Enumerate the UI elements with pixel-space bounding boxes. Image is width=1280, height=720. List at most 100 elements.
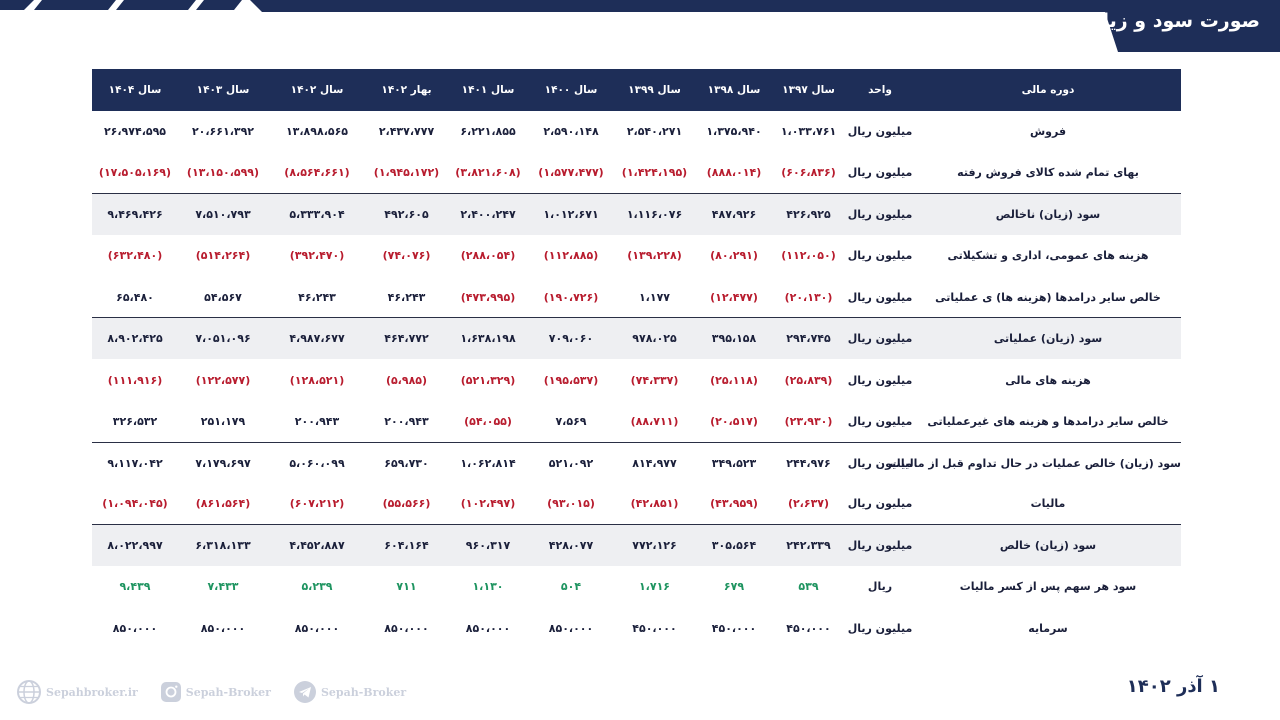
- table-cell: ۳۲۶،۵۳۲: [112, 414, 158, 428]
- table-cell: (۱۹۰،۷۲۶): [543, 290, 599, 304]
- table-cell: ۶،۳۱۸،۱۳۳: [178, 524, 268, 567]
- column-header-year: سال ۱۳۹۹: [628, 84, 681, 96]
- table-cell: (۱۱۱،۹۱۶): [107, 373, 163, 387]
- table-cell: (۱۲۲،۵۷۷): [195, 373, 251, 387]
- row-label: سود (زیان) ناخالص: [915, 193, 1181, 236]
- table-cell: ۸،۹۰۲،۴۲۵: [92, 317, 178, 360]
- table-cell: ۱،۱۳۰: [472, 580, 504, 594]
- table-cell: (۲۸۸،۰۵۴): [460, 249, 516, 263]
- table-cell: (۹۳،۰۱۵): [547, 497, 595, 511]
- table-cell: ۴۵۰،۰۰۰: [786, 621, 831, 635]
- table-row: سرمایه میلیون ریال ۴۵۰،۰۰۰ ۴۵۰،۰۰۰ ۴۵۰،۰۰۰ ۸۵…: [92, 608, 1181, 649]
- table-cell: ۵،۰۶۰،۰۹۹: [268, 441, 366, 484]
- table-cell: ۶۵۹،۷۳۰: [366, 441, 447, 484]
- table-cell: ۷،۰۵۱،۰۹۶: [178, 317, 268, 360]
- table-cell: ۷،۵۶۹: [555, 414, 587, 428]
- table-cell: ۷،۴۳۳: [207, 580, 239, 594]
- telegram-icon: [293, 681, 316, 703]
- table-row: سود هر سهم پس از کسر مالیات ریال ۵۳۹ ۶۷۹ ۱،۷…: [92, 566, 1181, 607]
- row-label: بهای تمام شده کالای فروش رفته: [957, 166, 1139, 180]
- row-unit: میلیون ریال: [847, 414, 913, 428]
- table-cell: ۱،۶۳۸،۱۹۸: [447, 317, 529, 360]
- table-cell: ۴۶،۲۴۳: [387, 290, 426, 304]
- column-header-period: دوره مالی: [1021, 84, 1075, 96]
- column-header-year: بهار ۱۴۰۲: [381, 84, 432, 96]
- row-unit: میلیون ریال: [845, 524, 915, 567]
- table-cell: ۹،۱۱۷،۰۴۲: [92, 441, 178, 484]
- table-cell: ۲۰۰،۹۴۳: [384, 414, 429, 428]
- row-label: هزینه های مالی: [1005, 373, 1091, 387]
- column-header-year: سال ۱۴۰۰: [544, 84, 598, 96]
- header-band: صورت سود و زیان: [0, 0, 1280, 52]
- table-cell: ۳۴۹،۵۲۳: [696, 441, 772, 484]
- telegram-link[interactable]: Sepah-Broker: [293, 680, 406, 704]
- table-cell: (۴۲،۸۵۱): [630, 497, 679, 511]
- instagram-link[interactable]: Sepah-Broker: [160, 681, 271, 703]
- row-unit: میلیون ریال: [847, 621, 913, 635]
- table-cell: ۲،۴۰۰،۲۴۷: [447, 193, 529, 236]
- instagram-icon: [160, 682, 181, 702]
- table-cell: ۸،۰۲۲،۹۹۷: [92, 524, 178, 567]
- table-cell: ۷۰۹،۰۶۰: [529, 317, 613, 360]
- table-cell: ۱،۷۱۶: [638, 580, 671, 594]
- table-row: خالص سایر درامدها (هزینه ها) ی عملیاتی می…: [92, 277, 1181, 318]
- table-row: هزینه های مالی میلیون ریال (۲۵،۸۳۹) (۲۵،۱۱۸…: [92, 359, 1181, 400]
- table-cell: ۲۵۱،۱۷۹: [200, 414, 246, 428]
- column-header-year: سال ۱۴۰۱: [461, 84, 515, 96]
- table-cell: (۲۵،۸۳۹): [784, 373, 833, 387]
- table-cell: (۶۰۶،۸۳۶): [781, 166, 836, 180]
- row-unit: میلیون ریال: [847, 497, 913, 511]
- row-label: خالص سایر درامدها و هزینه های غیرعملیاتی: [927, 414, 1169, 428]
- table-cell: (۸،۵۶۴،۶۶۱): [284, 166, 350, 180]
- table-cell: ۱،۰۱۲،۶۷۱: [529, 193, 613, 236]
- table-cell: ۱،۱۱۶،۰۷۶: [613, 193, 696, 236]
- table-row: هزینه های عمومی، اداری و تشکیلاتی میلیون …: [92, 235, 1181, 276]
- column-header-unit: واحد: [868, 84, 892, 96]
- table-cell: ۲،۵۹۰،۱۴۸: [543, 125, 599, 139]
- row-unit: میلیون ریال: [847, 166, 913, 180]
- table-cell: (۱۲،۴۷۷): [710, 290, 758, 304]
- table-cell: ۴۶۴،۷۷۲: [366, 317, 447, 360]
- row-unit: میلیون ریال: [845, 441, 915, 484]
- table-cell: (۱۲۸،۵۲۱): [289, 373, 345, 387]
- income-statement-table: دوره مالی واحد سال ۱۳۹۷ سال ۱۳۹۸ سال ۱۳۹۹ سال…: [92, 69, 1181, 649]
- table-cell: (۳۹۲،۴۷۰): [289, 249, 345, 263]
- table-cell: (۱۳۹،۲۲۸): [627, 249, 682, 263]
- table-row: سود (زیان) ناخالص میلیون ریال ۴۲۶،۹۲۵ ۴۸۷،۹…: [92, 193, 1181, 236]
- table-row: فروش میلیون ریال ۱،۰۳۳،۷۶۱ ۱،۳۷۵،۹۴۰ ۲،۵۴۰،۲…: [92, 111, 1181, 152]
- table-cell: ۵،۲۳۹: [301, 580, 333, 594]
- footer-links: Sepahbroker.ir Sepah-Broker Sepah-Broker: [16, 676, 406, 708]
- table-header-row: دوره مالی واحد سال ۱۳۹۷ سال ۱۳۹۸ سال ۱۳۹۹ سال…: [92, 69, 1181, 111]
- table-cell: ۸۵۰،۰۰۰: [548, 621, 594, 635]
- table-cell: ۵۴،۵۶۷: [204, 290, 242, 304]
- row-label: سود (زیان) خالص: [915, 524, 1181, 567]
- row-unit: میلیون ریال: [847, 249, 913, 263]
- column-header-year: سال ۱۴۰۲: [290, 84, 344, 96]
- table-row: بهای تمام شده کالای فروش رفته میلیون ریال…: [92, 152, 1181, 193]
- table-cell: ۴۶،۲۴۳: [298, 290, 336, 304]
- table-cell: (۱،۵۷۷،۴۷۷): [538, 166, 604, 180]
- table-cell: ۴۹۲،۶۰۵: [366, 193, 447, 236]
- table-cell: (۵۲۱،۳۲۹): [460, 373, 516, 387]
- website-link[interactable]: Sepahbroker.ir: [16, 679, 138, 705]
- table-cell: ۹۶۰،۳۱۷: [447, 524, 529, 567]
- table-cell: (۱۱۲،۸۸۵): [543, 249, 599, 263]
- column-header-year: سال ۱۴۰۳: [196, 84, 250, 96]
- table-cell: (۱،۴۲۴،۱۹۵): [621, 166, 688, 180]
- header-shape: [0, 0, 1280, 52]
- row-unit: میلیون ریال: [845, 193, 915, 236]
- table-cell: ۵۲۱،۰۹۲: [529, 441, 613, 484]
- table-cell: ۱،۰۳۳،۷۶۱: [780, 125, 837, 139]
- globe-icon: [17, 680, 41, 704]
- column-header-year: سال ۱۳۹۷: [782, 84, 835, 96]
- row-label: مالیات: [1030, 497, 1066, 511]
- table-cell: (۷۴،۰۷۶): [382, 249, 431, 263]
- table-cell: (۵۵،۵۶۶): [382, 497, 431, 511]
- row-unit: میلیون ریال: [847, 373, 913, 387]
- table-cell: ۲۰،۶۶۱،۳۹۲: [191, 125, 255, 139]
- table-cell: (۱،۰۹۴،۰۴۵): [102, 497, 168, 511]
- table-cell: (۲،۶۳۷): [787, 497, 830, 511]
- table-cell: (۱۱۲،۰۵۰): [781, 249, 836, 263]
- telegram-label: Sepah-Broker: [320, 685, 407, 699]
- table-cell: (۸۶۱،۵۶۴): [195, 497, 251, 511]
